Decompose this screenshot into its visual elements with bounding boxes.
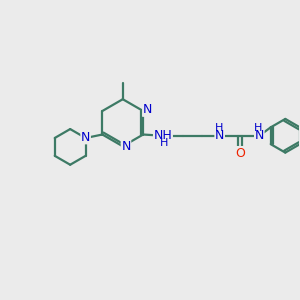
Text: O: O: [235, 147, 245, 160]
Text: N: N: [121, 140, 131, 153]
Text: N: N: [143, 103, 152, 116]
Text: N: N: [81, 131, 90, 144]
Text: H: H: [254, 123, 262, 133]
Text: H: H: [160, 138, 168, 148]
Text: N: N: [255, 129, 264, 142]
Text: N: N: [215, 129, 224, 142]
Text: H: H: [214, 123, 223, 133]
Text: NH: NH: [154, 129, 172, 142]
